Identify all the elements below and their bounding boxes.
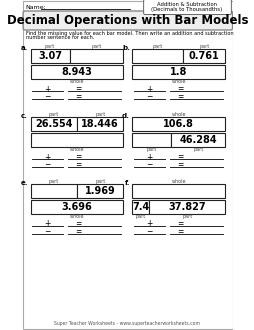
Bar — [77, 184, 123, 198]
Text: =: = — [75, 84, 82, 93]
Text: whole: whole — [171, 79, 185, 84]
Text: number sentence for each.: number sentence for each. — [26, 35, 94, 40]
Text: −: − — [145, 227, 152, 237]
Text: =: = — [75, 92, 82, 102]
Text: c.: c. — [21, 113, 28, 119]
Text: 46.284: 46.284 — [179, 135, 216, 145]
Bar — [69, 49, 123, 63]
Text: =: = — [75, 160, 82, 170]
Text: =: = — [177, 219, 183, 228]
Text: +: + — [145, 84, 152, 93]
Text: 3.696: 3.696 — [61, 202, 92, 212]
Text: whole: whole — [69, 79, 84, 84]
Text: part: part — [181, 214, 192, 219]
FancyBboxPatch shape — [23, 11, 232, 30]
FancyBboxPatch shape — [143, 0, 230, 15]
Bar — [132, 184, 224, 198]
Text: 8.943: 8.943 — [61, 67, 92, 77]
Bar — [183, 49, 224, 63]
Text: =: = — [75, 227, 82, 237]
Text: part: part — [146, 147, 156, 152]
Text: =: = — [177, 227, 183, 237]
Bar — [132, 133, 171, 147]
Text: a.: a. — [21, 45, 28, 51]
Text: part: part — [152, 44, 162, 49]
Bar — [30, 65, 123, 79]
Text: 18.446: 18.446 — [81, 119, 119, 129]
Text: part: part — [198, 44, 209, 49]
Text: 7.4: 7.4 — [132, 202, 149, 212]
Text: 37.827: 37.827 — [168, 202, 205, 212]
Text: 0.761: 0.761 — [188, 51, 219, 61]
Text: Name:: Name: — [26, 5, 46, 10]
Text: Super Teacher Worksheets - www.superteacherworksheets.com: Super Teacher Worksheets - www.superteac… — [54, 321, 200, 326]
Text: =: = — [177, 160, 183, 170]
Text: +: + — [44, 84, 50, 93]
Text: b.: b. — [122, 45, 130, 51]
Text: whole: whole — [69, 147, 84, 152]
Bar — [30, 200, 123, 214]
Bar — [149, 200, 224, 214]
Text: (Decimals to Thousandths): (Decimals to Thousandths) — [151, 8, 222, 13]
Text: part: part — [45, 44, 55, 49]
Text: d.: d. — [122, 113, 130, 119]
Text: whole: whole — [171, 112, 185, 117]
Text: −: − — [44, 92, 50, 102]
Bar — [132, 200, 149, 214]
Text: =: = — [177, 152, 183, 161]
Text: 26.554: 26.554 — [35, 119, 72, 129]
Text: part: part — [49, 179, 59, 184]
Bar — [30, 49, 69, 63]
Bar — [132, 49, 183, 63]
Text: −: − — [44, 227, 50, 237]
Text: +: + — [44, 219, 50, 228]
Text: 1.8: 1.8 — [169, 67, 187, 77]
Bar — [132, 117, 224, 131]
Text: −: − — [145, 92, 152, 102]
Text: 106.8: 106.8 — [163, 119, 194, 129]
Bar — [77, 117, 123, 131]
Text: part: part — [49, 112, 59, 117]
Bar — [30, 133, 123, 147]
Text: −: − — [145, 160, 152, 170]
Text: =: = — [75, 219, 82, 228]
Text: part: part — [192, 147, 203, 152]
Text: part: part — [95, 112, 105, 117]
Text: Decimal Operations with Bar Models: Decimal Operations with Bar Models — [7, 14, 247, 27]
Text: =: = — [177, 92, 183, 102]
Text: −: − — [44, 160, 50, 170]
Text: +: + — [44, 152, 50, 161]
Text: whole: whole — [69, 214, 84, 219]
Text: e.: e. — [21, 180, 28, 186]
Text: +: + — [145, 219, 152, 228]
Bar — [30, 117, 77, 131]
Text: part: part — [91, 44, 101, 49]
Text: 3.07: 3.07 — [38, 51, 62, 61]
Text: part: part — [95, 179, 105, 184]
Text: +: + — [145, 152, 152, 161]
Bar — [132, 65, 224, 79]
Text: whole: whole — [171, 179, 185, 184]
Text: part: part — [135, 214, 145, 219]
Text: 1.969: 1.969 — [84, 186, 115, 196]
Text: Find the missing value for each bar model. Then write an addition and subtractio: Find the missing value for each bar mode… — [26, 31, 233, 36]
Text: =: = — [177, 84, 183, 93]
Bar — [171, 133, 224, 147]
Text: f.: f. — [124, 180, 130, 186]
Text: =: = — [75, 152, 82, 161]
Text: Addition & Subtraction: Addition & Subtraction — [156, 3, 216, 8]
Bar — [30, 184, 77, 198]
